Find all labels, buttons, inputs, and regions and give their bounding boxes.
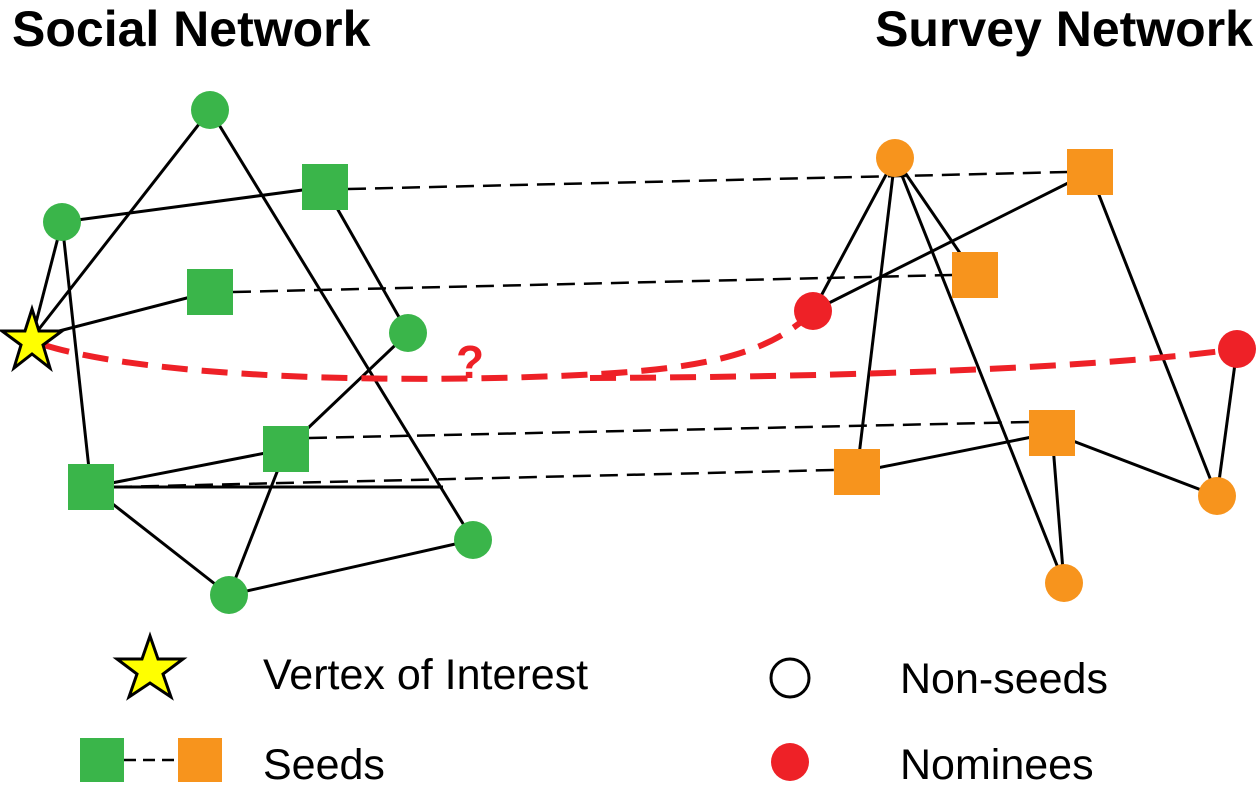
social-edge <box>227 448 288 596</box>
legend-label-nominees: Nominees <box>900 741 1094 789</box>
unknown-link-to-nominee-right <box>589 346 1238 381</box>
survey-non-seed-node <box>1198 477 1236 515</box>
survey-edge <box>855 157 897 473</box>
social-non-seed-node <box>43 203 81 241</box>
social-non-seed-node <box>191 91 229 129</box>
nominee-node <box>1218 330 1256 368</box>
survey-edge <box>893 157 1066 584</box>
social-seed-node <box>302 164 348 210</box>
survey-seed-node <box>1067 149 1113 195</box>
social-edge <box>90 447 287 489</box>
survey-edge <box>811 157 897 312</box>
survey-network-edges <box>811 157 1239 584</box>
social-edge <box>208 109 475 541</box>
seed-link <box>308 420 1031 440</box>
social-non-seed-node <box>210 576 248 614</box>
social-seed-node <box>68 464 114 510</box>
seed-link <box>113 468 835 489</box>
legend-symbols <box>80 631 811 782</box>
survey-edge <box>1050 432 1066 584</box>
survey-network-title: Survey Network <box>875 1 1253 57</box>
vertex-of-interest-star-icon <box>0 304 67 373</box>
legend-circle-outline-icon <box>769 657 811 699</box>
legend-label-seeds: Seeds <box>263 741 385 789</box>
survey-edge <box>1051 431 1218 498</box>
seed-link <box>347 170 1069 191</box>
social-edge <box>323 186 410 334</box>
seed-correspondence-edges <box>113 170 1069 489</box>
legend-green-square-icon <box>80 738 124 782</box>
social-network-nodes <box>43 91 492 614</box>
social-non-seed-node <box>454 521 492 559</box>
social-edge <box>30 221 64 339</box>
legend-red-circle-icon <box>771 743 809 781</box>
nominee-node <box>794 292 832 330</box>
social-edge <box>30 109 212 339</box>
legend-orange-square-icon <box>178 738 222 782</box>
survey-non-seed-node <box>876 139 914 177</box>
social-network-title: Social Network <box>12 1 371 57</box>
survey-edge <box>812 170 1091 313</box>
survey-edge <box>856 431 1053 474</box>
social-edge <box>61 185 326 224</box>
legend-star-icon <box>112 631 188 701</box>
seed-link <box>232 273 953 294</box>
social-seed-node <box>187 269 233 315</box>
survey-seed-node <box>1029 410 1075 456</box>
survey-seed-node <box>952 252 998 298</box>
unknown-link-question-mark: ? <box>456 336 485 388</box>
survey-seed-node <box>834 449 880 495</box>
legend-label-non-seeds: Non-seeds <box>900 655 1108 703</box>
unknown-link-to-nominee-left <box>43 308 816 382</box>
legend-label-vertex-of-interest: Vertex of Interest <box>263 651 589 699</box>
social-edge <box>60 221 93 488</box>
unknown-links <box>43 308 1238 382</box>
survey-non-seed-node <box>1045 564 1083 602</box>
social-non-seed-node <box>389 314 427 352</box>
survey-edge <box>1215 348 1239 497</box>
survey-network-nodes <box>794 139 1256 602</box>
social-edge <box>228 538 474 597</box>
survey-edge <box>1088 171 1219 497</box>
social-network-edges <box>30 109 475 597</box>
social-seed-node <box>263 426 309 472</box>
